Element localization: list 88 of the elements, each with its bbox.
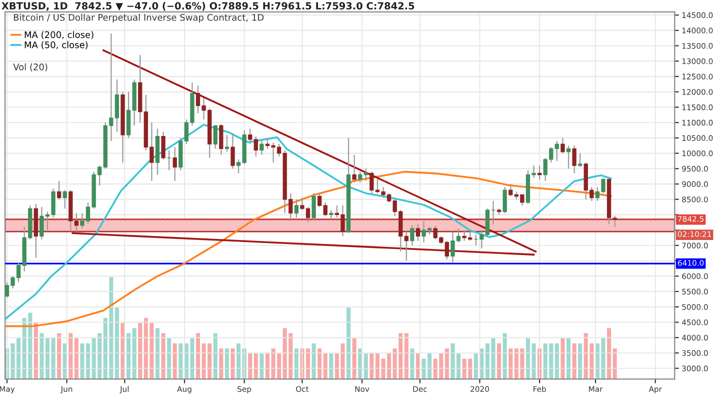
candlestick xyxy=(566,145,571,170)
bar xyxy=(236,343,241,380)
bar xyxy=(161,333,166,380)
bar xyxy=(566,338,571,380)
bar xyxy=(126,333,131,380)
candlestick xyxy=(294,198,299,218)
candlestick xyxy=(254,136,258,157)
bar xyxy=(57,333,62,380)
bar xyxy=(230,348,235,380)
candlestick xyxy=(260,138,264,156)
candlestick xyxy=(358,171,362,184)
bar xyxy=(312,343,316,380)
bar xyxy=(219,348,224,380)
bar xyxy=(213,333,218,380)
chart-subtitle: Bitcoin / US Dollar Perpetual Inverse Swap Contract, 1D xyxy=(14,14,264,23)
bar xyxy=(444,348,449,380)
candlestick xyxy=(416,223,420,242)
bar xyxy=(68,333,73,380)
bar xyxy=(40,333,44,380)
line-series xyxy=(5,170,612,328)
line-series xyxy=(5,124,612,320)
candlestick xyxy=(578,152,582,168)
bar xyxy=(578,343,582,380)
bar xyxy=(178,343,183,380)
bar xyxy=(554,343,559,380)
bar xyxy=(306,348,310,380)
bar xyxy=(474,354,478,380)
bar xyxy=(132,328,136,380)
candlestick xyxy=(230,132,235,170)
candlestick xyxy=(410,224,414,246)
bar xyxy=(323,354,328,380)
candlestick xyxy=(74,212,79,232)
bar xyxy=(508,348,513,380)
candlestick xyxy=(323,202,328,217)
candlestick xyxy=(508,183,513,197)
candlestick xyxy=(172,146,177,182)
bar xyxy=(502,333,507,380)
candlestick xyxy=(612,215,617,228)
bar xyxy=(364,354,368,380)
candlestick xyxy=(364,168,368,182)
candlestick xyxy=(248,128,252,145)
candlestick xyxy=(56,180,62,200)
legend-label: MA (50, close) xyxy=(24,41,88,50)
bar xyxy=(74,338,78,380)
candlestick xyxy=(312,192,316,220)
bar xyxy=(45,338,50,380)
candlestick xyxy=(537,165,542,180)
candlestick xyxy=(502,186,507,214)
bar xyxy=(248,354,252,380)
bar xyxy=(294,348,298,380)
bar xyxy=(346,308,351,380)
candlestick xyxy=(404,231,408,262)
bar xyxy=(114,308,119,380)
candlestick xyxy=(554,140,560,162)
bar xyxy=(497,343,502,380)
bar xyxy=(329,354,334,380)
bar xyxy=(612,348,617,380)
chart-title: XBTUSD, 1D 7842.5 ▼ −47.0 (−0.6%) O:7889.5 H:7961.5 L:7593.0 C:7842.5 xyxy=(2,2,414,11)
candlestick xyxy=(224,134,230,152)
bar xyxy=(572,343,576,380)
candlestick xyxy=(560,137,565,154)
bar xyxy=(254,354,258,380)
bar xyxy=(410,348,414,380)
bar xyxy=(51,338,56,380)
candlestick xyxy=(219,124,224,156)
candlestick xyxy=(62,190,67,210)
bar xyxy=(196,333,200,380)
bar xyxy=(224,348,229,380)
bar xyxy=(167,338,172,380)
candlestick xyxy=(161,131,166,160)
candlestick xyxy=(317,192,322,208)
candlestick xyxy=(329,210,334,220)
candlestick xyxy=(444,240,450,260)
candlestick xyxy=(572,145,576,174)
bar xyxy=(318,348,322,380)
annotation: Vol (20) xyxy=(13,63,48,72)
bar xyxy=(155,328,160,380)
bar xyxy=(370,354,374,380)
bar xyxy=(352,338,356,380)
bar xyxy=(260,354,264,380)
candlestick xyxy=(352,154,356,184)
bar xyxy=(607,328,612,380)
bar xyxy=(404,333,408,380)
candlestick xyxy=(213,125,218,150)
bar xyxy=(138,322,142,380)
legend-label: MA (200, close) xyxy=(24,31,94,40)
bar xyxy=(560,338,565,380)
bar xyxy=(172,343,177,380)
